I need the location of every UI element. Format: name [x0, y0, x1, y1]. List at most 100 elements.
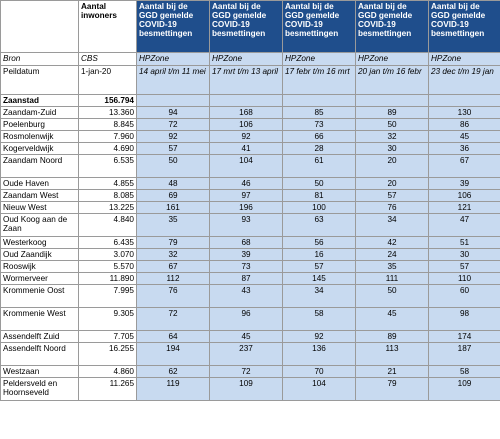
besmettingen-cell: 104	[282, 377, 356, 402]
wijk-name: Oude Haven	[0, 177, 79, 191]
besmettingen-cell: 24	[355, 248, 429, 262]
header-row: Aantal inwoners Aantal bij de GGD gemeld…	[0, 0, 500, 53]
peildatum-period-1: 14 april t/m 11 mei	[136, 65, 210, 95]
bron-row: Bron CBS HPZone HPZone HPZone HPZone HPZ…	[0, 52, 500, 66]
besmettingen-cell: 76	[355, 201, 429, 215]
table-row: Kogerveldwijk 4.690 57 41 28 30 36	[0, 142, 500, 156]
besmettingen-cell: 50	[282, 177, 356, 191]
bron-hpzone-3: HPZone	[282, 52, 356, 66]
besmettingen-cell: 87	[209, 272, 283, 286]
besmettingen-cell: 196	[209, 201, 283, 215]
wijk-name: Peldersveld en Hoornseveld	[0, 377, 79, 402]
city-row: Zaanstad 156.794	[0, 93, 500, 108]
besmettingen-cell: 60	[428, 284, 500, 309]
wijk-inwoners: 4.860	[78, 365, 137, 379]
table-row: Westerkoog 6.435 79 68 56 42 51	[0, 236, 500, 250]
besmettingen-cell: 57	[428, 260, 500, 274]
table-row: Westzaan 4.860 62 72 70 21 58	[0, 365, 500, 379]
besmettingen-cell: 50	[355, 118, 429, 132]
besmettingen-cell: 69	[136, 189, 210, 203]
besmettingen-cell: 89	[355, 106, 429, 120]
besmettingen-cell: 168	[209, 106, 283, 120]
besmettingen-cell: 85	[282, 106, 356, 120]
bron-hpzone-2: HPZone	[209, 52, 283, 66]
table-row: Krommenie West 9.305 72 96 58 45 98	[0, 307, 500, 332]
besmettingen-cell: 96	[209, 307, 283, 332]
besmettingen-cell: 35	[355, 260, 429, 274]
besmettingen-cell: 67	[428, 154, 500, 179]
wijk-inwoners: 7.995	[78, 284, 137, 309]
wijk-name: Zaandam Noord	[0, 154, 79, 179]
wijk-inwoners: 11.890	[78, 272, 137, 286]
besmettingen-cell: 45	[209, 330, 283, 344]
besmettingen-cell: 109	[209, 377, 283, 402]
besmettingen-cell: 67	[136, 260, 210, 274]
besmettingen-cell: 93	[209, 213, 283, 238]
header-wijk	[0, 0, 79, 53]
wijk-name: Assendelft Zuid	[0, 330, 79, 344]
besmettingen-cell: 113	[355, 342, 429, 367]
wijk-inwoners: 6.535	[78, 154, 137, 179]
besmettingen-cell: 63	[282, 213, 356, 238]
bron-hpzone-4: HPZone	[355, 52, 429, 66]
besmettingen-cell: 136	[282, 342, 356, 367]
wijk-inwoners: 13.360	[78, 106, 137, 120]
peildatum-period-4: 20 jan t/m 16 febr	[355, 65, 429, 95]
peildatum-inwoners: 1-jan-20	[78, 65, 137, 95]
besmettingen-cell: 121	[428, 201, 500, 215]
besmettingen-cell: 76	[136, 284, 210, 309]
besmettingen-cell: 16	[282, 248, 356, 262]
bron-cbs: CBS	[78, 52, 137, 66]
besmettingen-cell: 98	[428, 307, 500, 332]
besmettingen-cell: 32	[136, 248, 210, 262]
wijk-inwoners: 5.570	[78, 260, 137, 274]
besmettingen-cell: 39	[428, 177, 500, 191]
besmettingen-cell: 43	[209, 284, 283, 309]
besmettingen-cell: 66	[282, 130, 356, 144]
besmettingen-cell: 41	[209, 142, 283, 156]
besmettingen-cell: 112	[136, 272, 210, 286]
besmettingen-cell: 110	[428, 272, 500, 286]
besmettingen-cell: 79	[136, 236, 210, 250]
besmettingen-cell: 92	[209, 130, 283, 144]
besmettingen-cell: 104	[209, 154, 283, 179]
city-cell	[282, 93, 356, 108]
besmettingen-cell: 64	[136, 330, 210, 344]
wijk-name: Oud Koog aan de Zaan	[0, 213, 79, 238]
header-period-2: Aantal bij de GGD gemelde COVID-19 besme…	[209, 0, 283, 53]
table-row: Nieuw West 13.225 161 196 100 76 121	[0, 201, 500, 215]
wijk-name: Oud Zaandijk	[0, 248, 79, 262]
besmettingen-cell: 57	[136, 142, 210, 156]
besmettingen-cell: 100	[282, 201, 356, 215]
table-row: Wormerveer 11.890 112 87 145 111 110	[0, 272, 500, 286]
besmettingen-cell: 145	[282, 272, 356, 286]
besmettingen-cell: 70	[282, 365, 356, 379]
besmettingen-cell: 92	[282, 330, 356, 344]
wijk-inwoners: 9.305	[78, 307, 137, 332]
wijk-inwoners: 3.070	[78, 248, 137, 262]
wijk-inwoners: 11.265	[78, 377, 137, 402]
besmettingen-cell: 34	[355, 213, 429, 238]
header-period-3: Aantal bij de GGD gemelde COVID-19 besme…	[282, 0, 356, 53]
besmettingen-cell: 72	[136, 307, 210, 332]
wijk-name: Westzaan	[0, 365, 79, 379]
table-row: Assendelft Zuid 7.705 64 45 92 89 174	[0, 330, 500, 344]
table-row: Oud Koog aan de Zaan 4.840 35 93 63 34 47	[0, 213, 500, 238]
wijk-inwoners: 4.855	[78, 177, 137, 191]
besmettingen-cell: 48	[136, 177, 210, 191]
wijk-inwoners: 8.845	[78, 118, 137, 132]
besmettingen-cell: 106	[209, 118, 283, 132]
besmettingen-cell: 57	[282, 260, 356, 274]
header-period-4: Aantal bij de GGD gemelde COVID-19 besme…	[355, 0, 429, 53]
besmettingen-cell: 130	[428, 106, 500, 120]
wijk-inwoners: 7.705	[78, 330, 137, 344]
wijk-name: Zaandam-Zuid	[0, 106, 79, 120]
besmettingen-cell: 61	[282, 154, 356, 179]
wijk-name: Poelenburg	[0, 118, 79, 132]
table-row: Rosmolenwijk 7.960 92 92 66 32 45	[0, 130, 500, 144]
wijk-inwoners: 4.840	[78, 213, 137, 238]
wijk-name: Krommenie Oost	[0, 284, 79, 309]
besmettingen-cell: 47	[428, 213, 500, 238]
wijk-name: Krommenie West	[0, 307, 79, 332]
besmettingen-cell: 30	[355, 142, 429, 156]
